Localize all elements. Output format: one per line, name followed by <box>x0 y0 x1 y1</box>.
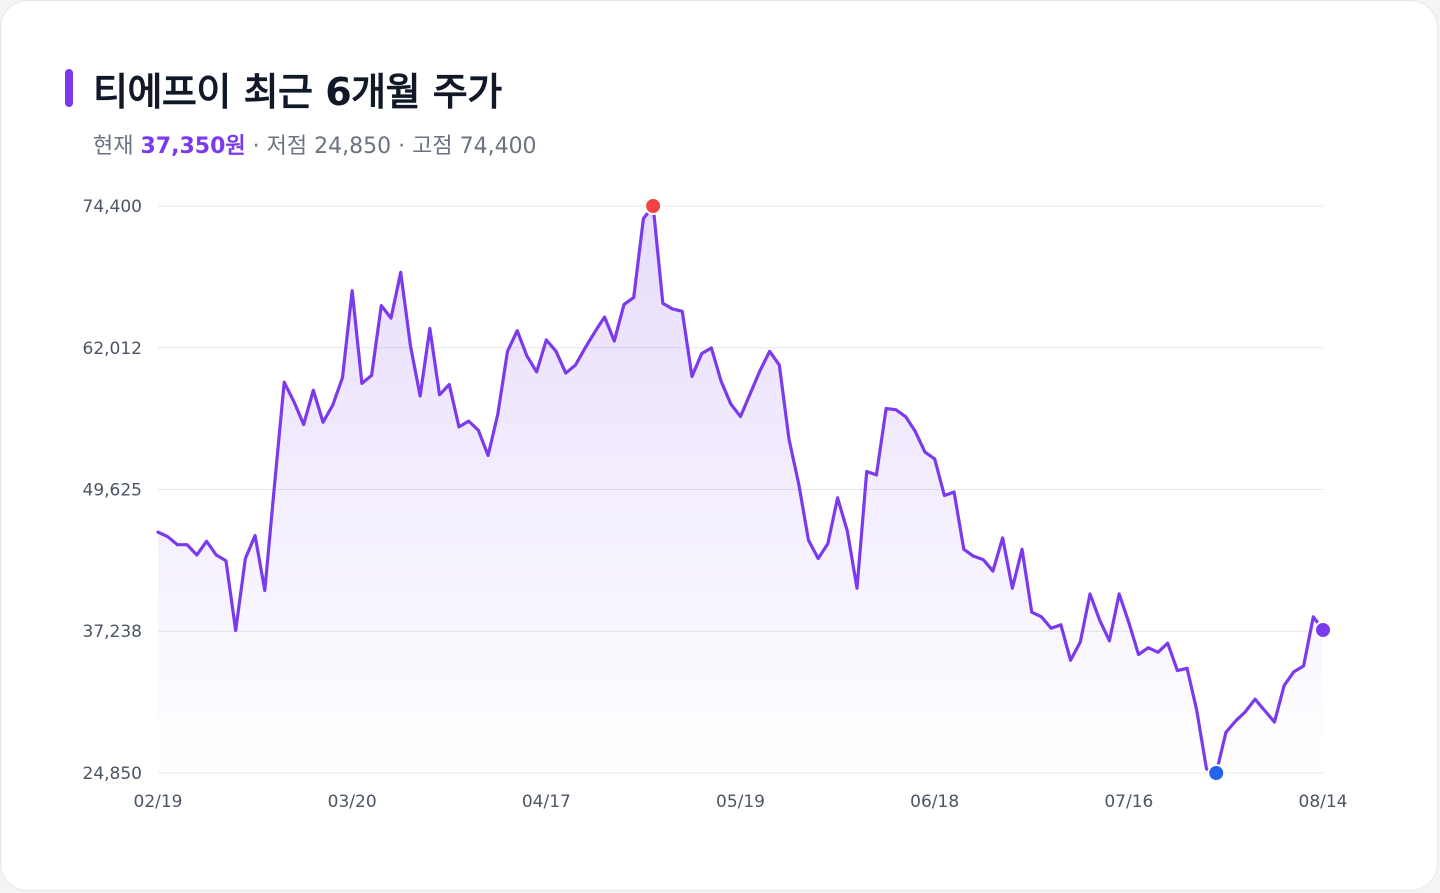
separator: · <box>252 134 260 159</box>
x-tick-label: 07/16 <box>1104 792 1153 812</box>
separator: · <box>398 134 406 159</box>
high-point-marker <box>644 197 663 215</box>
price-summary: 현재 37,350원 · 저점 24,850 · 고점 74,400 <box>93 128 537 160</box>
current-label: 현재 <box>93 134 134 159</box>
x-tick-label: 02/19 <box>134 792 183 812</box>
price-line <box>156 204 1325 775</box>
y-tick-label: 62,012 <box>83 339 142 359</box>
x-tick-label: 03/20 <box>328 792 377 812</box>
price-area <box>158 206 1323 773</box>
x-tick-label: 06/18 <box>910 792 959 812</box>
current-value: 37,350원 <box>140 134 246 159</box>
low-point-marker <box>1207 764 1226 782</box>
y-tick-label: 74,400 <box>83 197 142 217</box>
low-label: 저점 <box>266 134 308 159</box>
high-value: 74,400 <box>459 134 537 159</box>
x-tick-label: 08/14 <box>1299 792 1348 812</box>
high-label: 고점 <box>412 134 453 159</box>
low-value: 24,850 <box>314 134 392 159</box>
y-tick-label: 37,238 <box>83 622 142 642</box>
chart-title: 티에프이 최근 6개월 주가 <box>93 70 502 114</box>
current-point-marker <box>1314 620 1332 639</box>
x-axis-labels: 02/19 03/20 04/17 05/19 06/18 07/16 08/14 <box>134 792 1348 812</box>
y-tick-label: 24,850 <box>83 764 142 784</box>
y-axis-labels: 74,400 62,012 49,625 37,238 24,850 <box>83 197 142 784</box>
x-tick-label: 05/19 <box>716 792 765 812</box>
title-accent-bar <box>65 69 73 107</box>
price-markers <box>644 197 1332 782</box>
x-tick-label: 04/17 <box>522 792 571 812</box>
y-tick-label: 49,625 <box>83 481 142 501</box>
